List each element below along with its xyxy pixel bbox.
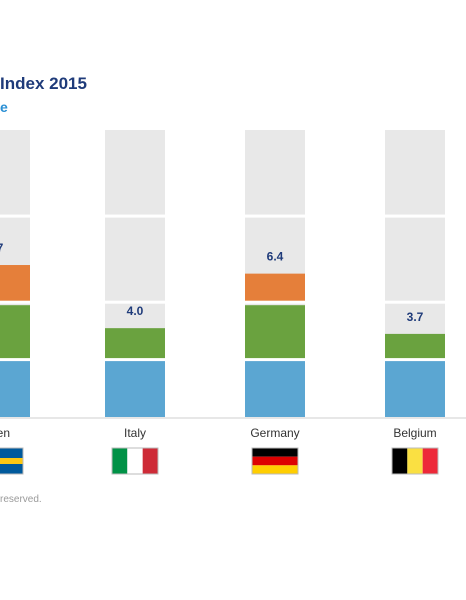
flag-stripe (422, 448, 438, 474)
bar-separator-2-7 (245, 214, 305, 218)
flag-stripe (407, 448, 423, 474)
category-label: Italy (124, 426, 146, 440)
bar-separator-0-4 (0, 300, 30, 304)
category-label: den (0, 426, 10, 440)
bar-separator-3-2 (385, 358, 445, 362)
flag-border (251, 447, 299, 475)
bar-separator-1-4 (105, 300, 165, 304)
bar-separator-2-2 (245, 358, 305, 362)
bar-total-label: 6.4 (267, 250, 284, 264)
bar-segment-1-0 (105, 359, 165, 417)
category-label: Belgium (393, 426, 436, 440)
flag-stripe (142, 448, 158, 474)
bar-segment-0-0 (0, 359, 30, 417)
bar-separator-1-7 (105, 214, 165, 218)
bar-total-label: 3.7 (407, 310, 424, 324)
bar-segment-2-1 (245, 305, 305, 360)
flag-stripe (252, 448, 298, 457)
bar-total-label: 4.0 (127, 304, 144, 318)
flag-stripe (112, 448, 128, 474)
flag-stripe (392, 448, 408, 474)
bar-separator-1-2 (105, 358, 165, 362)
bar-separator-3-7 (385, 214, 445, 218)
flag-border (111, 447, 159, 475)
flag-stripe (252, 456, 298, 466)
bar-total-label: 7 (0, 241, 4, 255)
bar-separator-0-7 (0, 214, 30, 218)
bar-segment-3-1 (385, 333, 445, 360)
flag-border (0, 447, 24, 475)
chart-title: Index 2015 (0, 74, 87, 93)
bar-segment-0-2 (0, 265, 30, 303)
copyright-footnote: reserved. (0, 494, 42, 505)
flag-stripe (252, 465, 298, 474)
bar-segment-0-1 (0, 305, 30, 360)
bar-segment-1-1 (105, 328, 165, 360)
flag-stripe (127, 448, 143, 474)
bar-segment-3-0 (385, 359, 445, 417)
bar-separator-0-2 (0, 358, 30, 362)
bar-separator-2-4 (245, 300, 305, 304)
bar-segment-2-2 (245, 273, 305, 303)
flag-border (391, 447, 439, 475)
chart-subtitle: e (0, 99, 8, 115)
bar-segment-2-0 (245, 359, 305, 417)
category-label: Germany (250, 426, 299, 440)
flag-cross-horizontal (0, 458, 23, 464)
bar-separator-3-4 (385, 300, 445, 304)
